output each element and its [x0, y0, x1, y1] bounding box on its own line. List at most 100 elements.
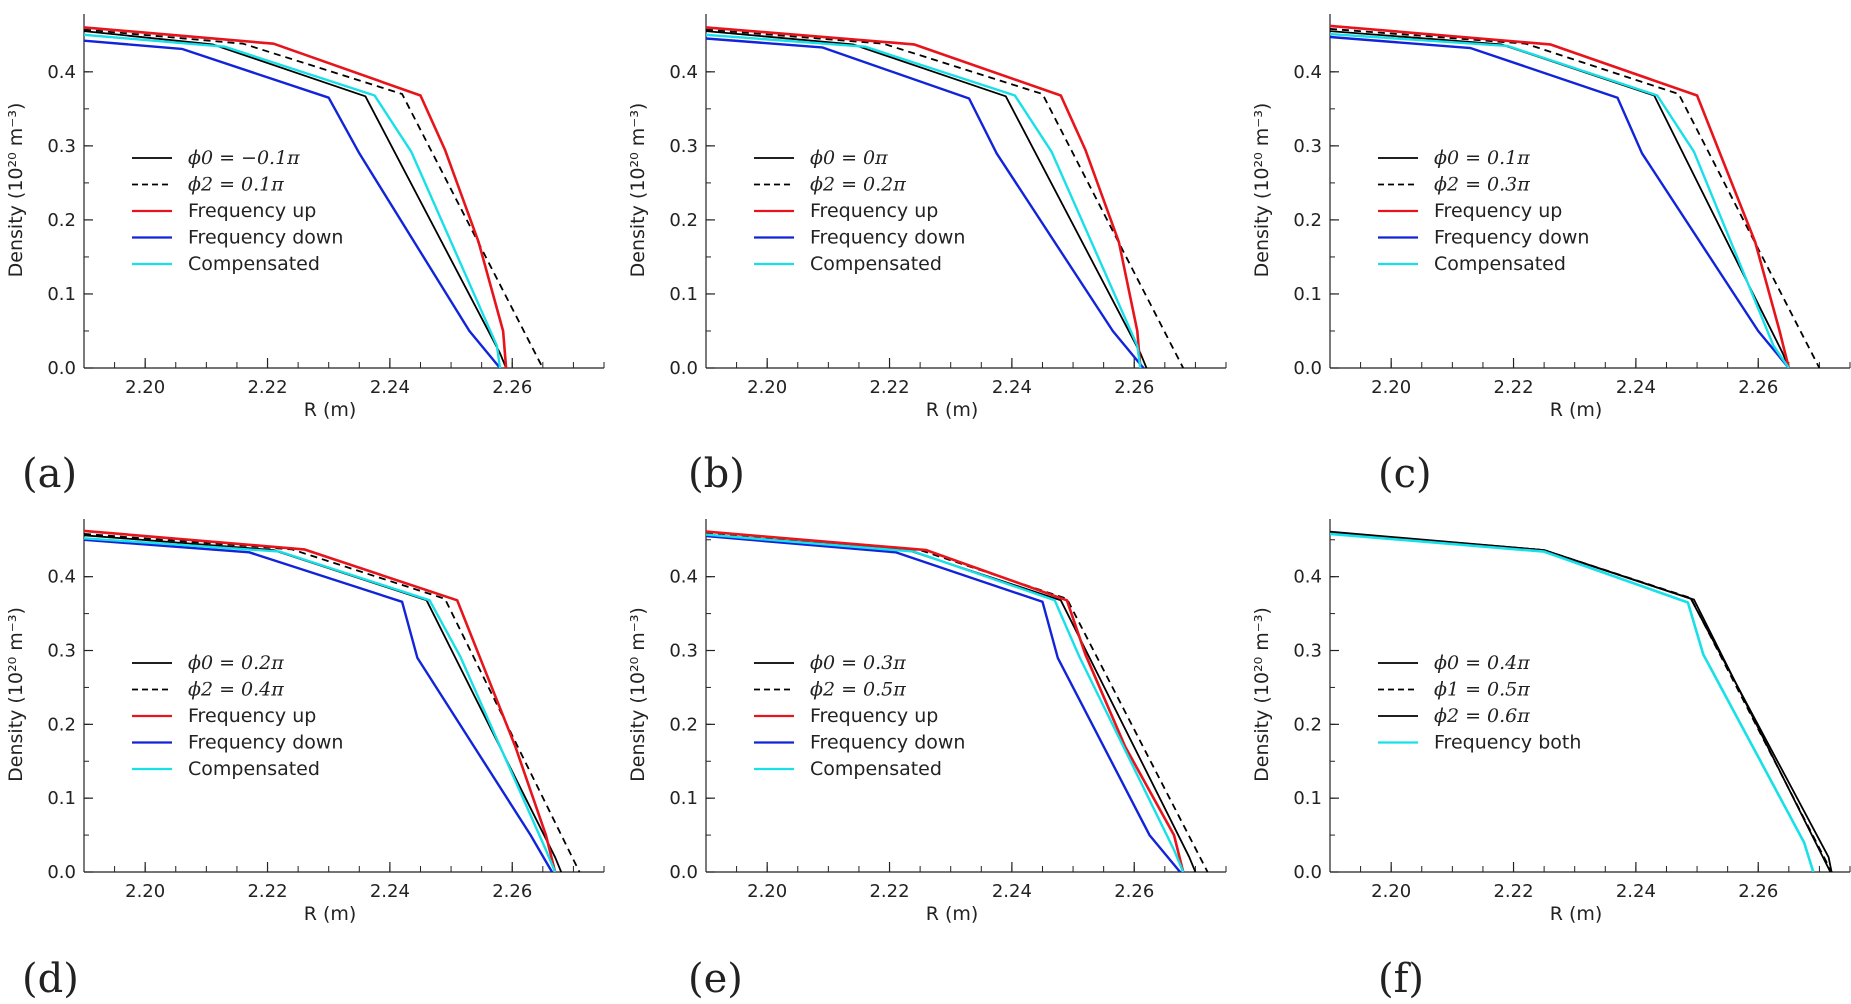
- x-axis-label: R (m): [304, 399, 357, 421]
- series-line-2: [1330, 531, 1833, 872]
- y-tick-label: 0.2: [47, 210, 76, 231]
- legend-label: ϕ2 = 0.3π: [1434, 174, 1530, 196]
- plot-area: [1330, 530, 1833, 872]
- x-tick-label: 2.26: [492, 881, 532, 902]
- legend-label: Frequency down: [810, 732, 965, 754]
- y-tick-label: 0.1: [669, 788, 698, 809]
- y-tick-label: 0.3: [1293, 641, 1322, 662]
- x-tick-label: 2.22: [869, 881, 909, 902]
- y-tick-label: 0.1: [1293, 788, 1322, 809]
- series-line-4: [1330, 532, 1815, 872]
- legend-label: Frequency up: [188, 200, 316, 222]
- plot-area: [84, 529, 581, 872]
- legend-label: Frequency up: [1434, 200, 1562, 222]
- legend-label: ϕ2 = 0.6π: [1434, 705, 1530, 727]
- y-tick-label: 0.4: [669, 567, 698, 588]
- chart-panel-1: 2.20 2.22 2.24 2.26 0.0 0.1 0.2 0.3 0.4 R (m) Dens…: [5, 14, 605, 497]
- legend-label: Frequency down: [188, 732, 343, 754]
- y-tick-label: 0.2: [47, 714, 76, 735]
- panel-label: (f): [1378, 956, 1424, 1002]
- chart-panel-4: 2.20 2.22 2.24 2.26 0.0 0.1 0.2 0.3 0.4 R (m) Dens…: [5, 519, 605, 1002]
- plot-area: [84, 26, 544, 368]
- legend-label: Compensated: [188, 253, 320, 275]
- x-axis-label: R (m): [926, 399, 979, 421]
- legend-label: ϕ2 = 0.2π: [810, 174, 906, 196]
- series-line-2: [84, 28, 544, 368]
- y-tick-label: 0.2: [669, 210, 698, 231]
- x-tick-label: 2.26: [1738, 377, 1778, 398]
- panel-label: (e): [688, 956, 743, 1002]
- y-tick-label: 0.0: [47, 862, 76, 883]
- x-tick-label: 2.22: [869, 377, 909, 398]
- legend-label: ϕ0 = 0π: [810, 147, 888, 169]
- legend-label: ϕ2 = 0.4π: [188, 679, 284, 701]
- x-tick-label: 2.26: [492, 377, 532, 398]
- x-tick-label: 2.22: [247, 377, 287, 398]
- series-line-4: [706, 534, 1182, 872]
- legend-label: ϕ2 = 0.5π: [810, 679, 906, 701]
- legend-label: ϕ1 = 0.5π: [1434, 679, 1530, 701]
- chart-panel-2: 2.20 2.22 2.24 2.26 0.0 0.1 0.2 0.3 0.4 R (m) Dens…: [627, 14, 1227, 497]
- series-line-3: [706, 530, 1185, 872]
- panel-label: (b): [688, 451, 745, 497]
- y-tick-label: 0.2: [1293, 210, 1322, 231]
- chart-panel-6: 2.20 2.22 2.24 2.26 0.0 0.1 0.2 0.3 0.4 R (m) Dens…: [1251, 519, 1851, 1002]
- y-tick-label: 0.4: [47, 62, 76, 83]
- series-line-4: [1330, 35, 1790, 368]
- x-tick-label: 2.22: [1493, 377, 1533, 398]
- legend-label: Frequency up: [810, 705, 938, 727]
- series-line-3: [1330, 24, 1791, 368]
- series-line-5: [1330, 32, 1790, 368]
- y-axis-label: Density (10²⁰ m⁻³): [627, 607, 649, 782]
- legend-label: Compensated: [810, 758, 942, 780]
- y-tick-label: 0.0: [669, 358, 698, 379]
- legend-label: Frequency both: [1434, 732, 1581, 754]
- legend-label: ϕ0 = −0.1π: [188, 147, 300, 169]
- x-tick-label: 2.24: [1616, 881, 1656, 902]
- y-tick-label: 0.1: [47, 788, 76, 809]
- legend-label: ϕ0 = 0.2π: [188, 652, 284, 674]
- y-tick-label: 0.2: [1293, 714, 1322, 735]
- x-tick-label: 2.20: [125, 881, 165, 902]
- series-line-1: [706, 30, 1148, 368]
- y-tick-label: 0.4: [669, 62, 698, 83]
- y-tick-label: 0.1: [47, 284, 76, 305]
- y-tick-label: 0.4: [1293, 62, 1322, 83]
- y-axis-label: Density (10²⁰ m⁻³): [627, 103, 649, 278]
- x-tick-label: 2.26: [1114, 377, 1154, 398]
- y-tick-label: 0.1: [669, 284, 698, 305]
- y-tick-label: 0.0: [1293, 358, 1322, 379]
- y-tick-label: 0.0: [669, 862, 698, 883]
- chart-panel-5: 2.20 2.22 2.24 2.26 0.0 0.1 0.2 0.3 0.4 R (m) Dens…: [627, 519, 1227, 1002]
- series-line-3: [706, 26, 1142, 368]
- series-line-1: [1330, 531, 1833, 872]
- x-tick-label: 2.24: [370, 881, 410, 902]
- series-line-1: [84, 534, 563, 872]
- x-tick-label: 2.20: [125, 377, 165, 398]
- legend-label: Frequency down: [810, 227, 965, 249]
- legend-label: ϕ2 = 0.1π: [188, 174, 284, 196]
- x-axis-label: R (m): [1550, 399, 1603, 421]
- series-line-3: [84, 26, 508, 368]
- x-tick-label: 2.26: [1114, 881, 1154, 902]
- y-axis-label: Density (10²⁰ m⁻³): [1251, 103, 1273, 278]
- series-line-5: [84, 537, 557, 872]
- x-tick-label: 2.24: [992, 377, 1032, 398]
- x-tick-label: 2.22: [1493, 881, 1533, 902]
- y-tick-label: 0.1: [1293, 284, 1322, 305]
- series-line-4: [706, 37, 1145, 368]
- series-line-2: [706, 532, 1209, 872]
- series-line-3: [84, 529, 557, 872]
- panel-label: (c): [1378, 451, 1432, 497]
- plot-area: [1330, 24, 1821, 368]
- y-tick-label: 0.3: [669, 641, 698, 662]
- x-tick-label: 2.26: [1738, 881, 1778, 902]
- y-tick-label: 0.0: [1293, 862, 1322, 883]
- legend-label: ϕ0 = 0.1π: [1434, 147, 1530, 169]
- legend-label: Compensated: [188, 758, 320, 780]
- x-tick-label: 2.20: [747, 881, 787, 902]
- x-tick-label: 2.20: [1371, 881, 1411, 902]
- series-line-4: [84, 538, 554, 872]
- legend-label: Compensated: [1434, 253, 1566, 275]
